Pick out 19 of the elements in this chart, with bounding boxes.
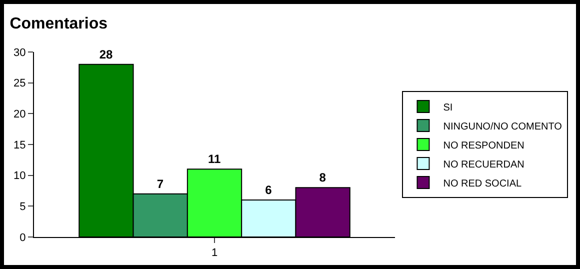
data-label: 8 [319,170,326,185]
y-tick-label: 0 [20,232,26,244]
data-label: 7 [156,176,164,191]
y-tick-label: 15 [14,139,26,152]
y-tick-label: 25 [14,78,26,90]
legend-label: NO RED SOCIAL [443,178,522,190]
data-label: 28 [99,47,114,62]
legend-label: NO RESPONDEN [443,140,524,152]
data-label: 6 [265,183,272,197]
y-tick-label: 5 [20,201,26,214]
legend-label: SI [443,102,453,114]
chart-title: Comentarios [10,15,108,32]
legend-label: NINGUNO/NO COMENTO [443,121,562,132]
x-tick-label: 1 [211,247,218,260]
y-tick-label: 10 [14,170,26,182]
data-label: 11 [208,152,222,166]
y-tick-label: 30 [14,46,26,59]
y-tick-label: 20 [14,108,26,121]
legend-label: NO RECUERDAN [443,159,524,170]
